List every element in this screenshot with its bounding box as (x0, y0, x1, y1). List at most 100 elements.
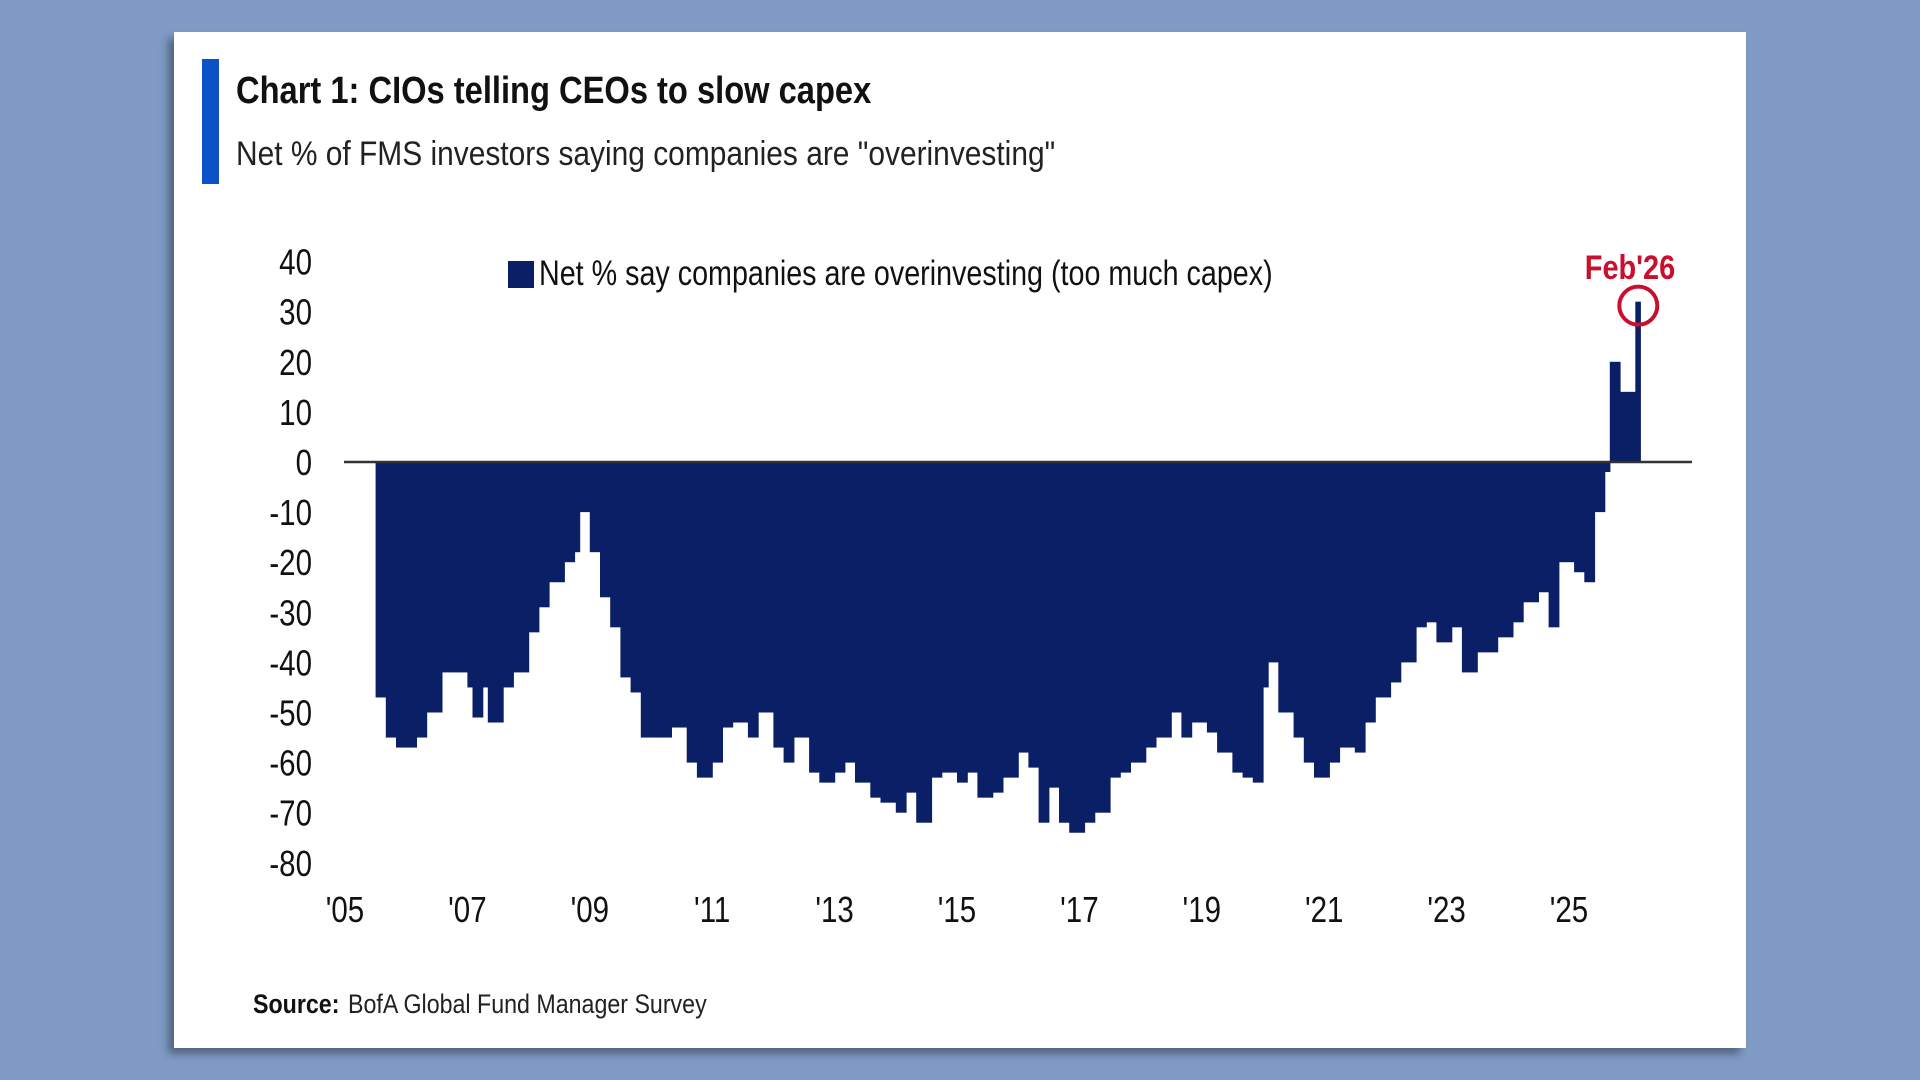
bar (1416, 462, 1427, 628)
bar (1268, 462, 1279, 663)
bar (426, 462, 443, 713)
bar (416, 462, 428, 738)
annotation-label: Feb'26 (1585, 248, 1675, 287)
x-tick-label: '17 (1060, 889, 1098, 929)
annotation-circle (1617, 284, 1660, 327)
bar (528, 462, 540, 633)
bar (809, 462, 820, 773)
bar (1604, 462, 1611, 473)
bar (1094, 462, 1111, 813)
bar (967, 462, 978, 773)
x-tick-label: '15 (938, 889, 976, 929)
bar (1293, 462, 1305, 738)
bar (441, 462, 458, 673)
bar (1477, 462, 1488, 653)
bar (1084, 462, 1096, 823)
bar (564, 462, 576, 563)
bar (457, 462, 468, 673)
bar (375, 462, 387, 698)
bar (1278, 462, 1295, 713)
bar (732, 462, 749, 723)
x-tick-label: '23 (1427, 889, 1465, 929)
bar (1523, 462, 1539, 603)
bar (931, 462, 943, 778)
bar (487, 462, 504, 723)
bar (472, 462, 484, 718)
bar (747, 462, 759, 738)
x-tick-label: '13 (815, 889, 853, 929)
bar (1059, 462, 1070, 823)
bar (783, 462, 795, 763)
bar (1303, 462, 1315, 763)
bar (503, 462, 514, 688)
bar (1191, 462, 1208, 723)
y-axis: 40 30 20 10 0 -10 -20 -30 -40 -50 -60 -70 -80 (269, 242, 312, 884)
x-axis: '05 '07 '09 '11 '13 '15 '17 '19 '21 '23 '25 (326, 889, 1588, 929)
bar (834, 462, 846, 773)
bar (1609, 361, 1621, 462)
bar (620, 462, 632, 678)
x-tick-label: '19 (1183, 889, 1221, 929)
x-tick-label: '07 (448, 889, 486, 929)
bar (549, 462, 565, 583)
bar (640, 462, 662, 738)
bar (661, 462, 672, 738)
bar (1028, 462, 1040, 768)
bar (1069, 462, 1086, 833)
bar (1120, 462, 1131, 773)
bar (1365, 462, 1376, 723)
bar (1558, 462, 1575, 563)
y-tick-label: -80 (269, 843, 312, 883)
bar (1426, 462, 1437, 623)
bar (686, 462, 698, 763)
bar (1390, 462, 1402, 683)
bar (1145, 462, 1157, 748)
title-accent-bar (202, 59, 219, 184)
bar (1110, 462, 1121, 778)
bar (1171, 462, 1182, 713)
bar (1354, 462, 1366, 753)
bar (1263, 462, 1269, 688)
chart-title: Chart 1: CIOs telling CEOs to slow capex (236, 69, 872, 112)
bar (895, 462, 907, 813)
bar (906, 462, 917, 793)
bar (712, 462, 723, 763)
bar (992, 462, 1004, 793)
bar (855, 462, 871, 783)
y-tick-label: 10 (279, 392, 312, 432)
y-tick-label: 20 (279, 342, 312, 382)
bar (696, 462, 713, 778)
legend-swatch (508, 261, 534, 288)
bar (1574, 462, 1585, 573)
bar (1635, 301, 1641, 462)
y-tick-label: 0 (296, 442, 312, 482)
bar (1375, 462, 1392, 698)
bar (610, 462, 621, 628)
y-tick-label: -50 (269, 693, 312, 733)
bar (819, 462, 836, 783)
bar (1217, 462, 1233, 753)
y-tick-label: -60 (269, 743, 312, 783)
bar (722, 462, 734, 728)
bar (1232, 462, 1244, 773)
bar (1018, 462, 1029, 753)
bar (1548, 462, 1560, 628)
bar (1130, 462, 1147, 763)
legend-label: Net % say companies are overinvesting (t… (539, 253, 1273, 292)
bar (1497, 462, 1514, 638)
bar (1329, 462, 1341, 763)
bars-group (375, 301, 1641, 833)
bar (957, 462, 968, 783)
bar (1339, 462, 1356, 748)
bar (589, 462, 601, 553)
bar (1594, 462, 1606, 513)
bar (1512, 462, 1524, 623)
source-text: BofA Global Fund Manager Survey (348, 989, 707, 1019)
bar (396, 462, 417, 748)
source-label: Source: (253, 989, 339, 1019)
bar (574, 462, 581, 553)
bar (579, 462, 591, 513)
x-tick-label: '21 (1305, 889, 1343, 929)
bar (1314, 462, 1330, 778)
